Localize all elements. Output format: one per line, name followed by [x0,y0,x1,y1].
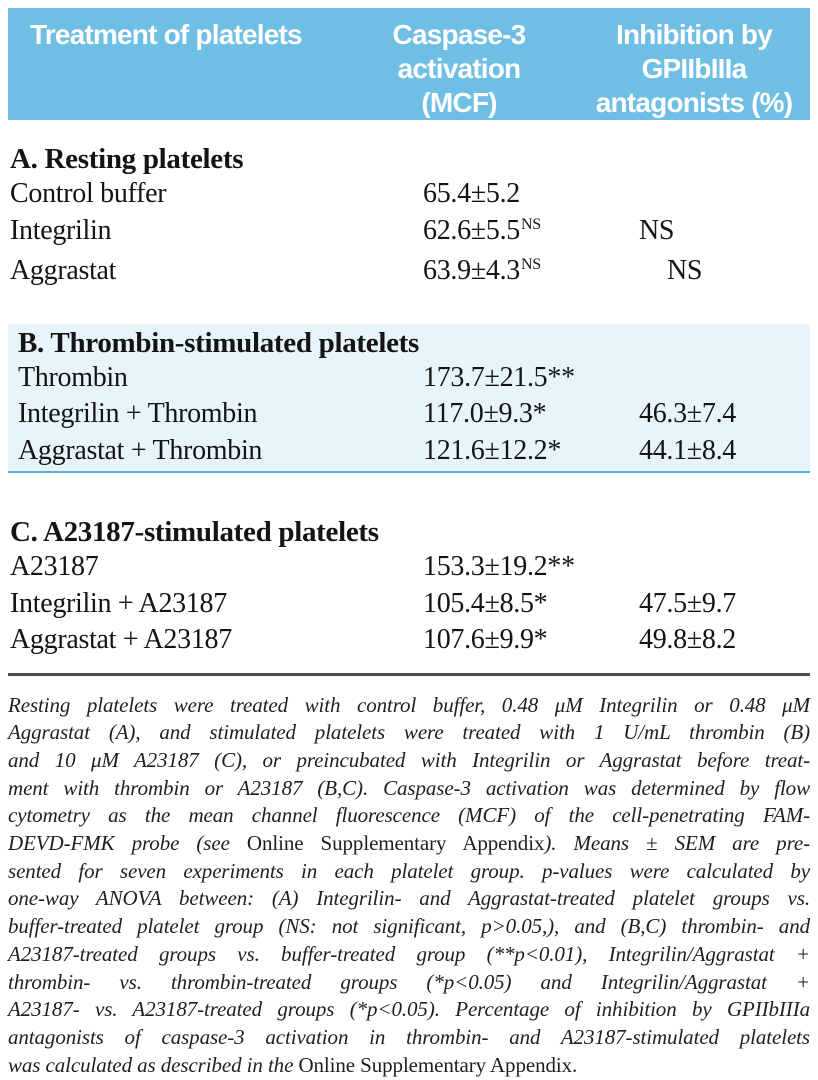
footnote-segment: one-way ANOVA between: (A) Integrilin- a… [8,886,810,911]
table-body: A. Resting platelets Control buffer 65.4±5… [8,142,810,659]
inhibition-value: 44.1±8.4 [639,434,736,466]
row-label: Integrilin + A23187 [10,587,227,619]
inhibition-value: 49.8±8.2 [639,624,736,655]
mcf-value: 153.3±19.2** [423,551,575,582]
footnote-line: A23187- vs. A23187-treated groups (*p<0.… [8,996,810,1024]
section-a: A. Resting platelets Control buffer 65.4±5… [8,142,810,294]
section-title: A. Resting platelets [10,143,244,175]
footnote-segment: A23187- vs. A23187-treated groups (*p<0.… [8,997,810,1022]
footnote-segment: cytometry as the mean channel fluorescen… [8,803,810,828]
row-label: Aggrastat + A23187 [10,624,232,655]
table-row: Thrombin 173.7±21.5** [8,360,810,397]
footnote-line: one-way ANOVA between: (A) Integrilin- a… [8,885,810,913]
footnote-segment: DEVD-FMK probe (see [8,831,247,856]
section-title: C. A23187-stimulated platelets [10,516,379,548]
footnote-line: Resting platelets were treated with cont… [8,692,810,720]
inhibition-value [639,176,810,213]
table-header: Treatment of platelets Caspase-3 activat… [8,8,810,120]
footnote-line: DEVD-FMK probe (see Online Supplementary… [8,830,810,858]
footnote-segment: and 10 μM A23187 (C), or preincubated wi… [8,747,810,772]
mcf-value: 63.9±4.3NS [423,255,541,286]
footnote-segment: Online Supplementary Appendix. [298,1052,578,1077]
row-label: Control buffer [10,178,167,209]
header-col-caspase: Caspase-3 activation (MCF) [340,18,578,120]
row-label: Aggrastat [10,255,117,286]
footnote-line: A23187-treated groups vs. buffer-treated… [8,941,810,969]
footnote-line: thrombin- vs. thrombin-treated groups (*… [8,969,810,997]
row-label: Aggrastat + Thrombin [18,434,263,466]
header-caspase-line2: (MCF) [421,87,497,118]
inhibition-value: 46.3±7.4 [639,398,736,429]
footnote-line: buffer-treated platelet group (NS: not s… [8,913,810,941]
footnote-segment: Aggrastat (A), and stimulated platelets … [8,720,810,745]
inhibition-value: 47.5±9.7 [639,587,736,619]
divider-rule [8,672,810,676]
footnote-segment: buffer-treated platelet group (NS: not s… [8,914,810,939]
footnote-line: antagonists of caspase-3 activation in t… [8,1024,810,1052]
mcf-value: 117.0±9.3* [423,398,547,429]
footnote-segment: ). Means ± SEM are pre- [544,831,810,856]
footnote-segment: was calculated as described in the [8,1052,299,1077]
header-inhibition-line2: GPIIbIIIa [641,53,748,84]
row-label: Integrilin [10,214,112,246]
mcf-value: 173.7±21.5** [423,361,575,393]
footnote-segment: thrombin- vs. thrombin-treated groups (*… [8,969,810,994]
inhibition-value [639,360,810,397]
footnote-segment: sented for seven experiments in each pla… [8,858,810,883]
footnote-line: cytometry as the mean channel fluorescen… [8,802,810,830]
table-footnote: Resting platelets were treated with cont… [8,692,810,1080]
table-row: A23187 153.3±19.2** [8,549,810,586]
table-row: Integrilin + Thrombin 117.0±9.3* 46.3±7.4 [8,396,810,433]
inhibition-value: NS [639,214,675,246]
mcf-value: 62.6±5.5NS [423,214,541,246]
mcf-value: 121.6±12.2* [423,434,562,466]
section-b: B. Thrombin-stimulated platelets Thrombin… [8,323,810,473]
table-row: Aggrastat + A23187 107.6±9.9* 49.8±8.2 [8,622,810,659]
mcf-superscript: NS [520,215,541,233]
table-row: Aggrastat 63.9±4.3NS NS [8,253,810,294]
table-row: Integrilin 62.6±5.5NS NS [8,213,810,254]
header-col-treatment: Treatment of platelets [30,19,303,50]
row-label: Integrilin + Thrombin [18,398,258,429]
table-row: Control buffer 65.4±5.2 [8,176,810,213]
inhibition-value: NS [667,255,703,286]
footnote-segment: antagonists of caspase-3 activation in t… [8,1024,810,1049]
footnote-line: and 10 μM A23187 (C), or preincubated wi… [8,747,810,775]
header-caspase-line1: Caspase-3 activation [392,19,527,84]
footnote-segment: A23187-treated groups vs. buffer-treated… [8,941,810,966]
section-title: B. Thrombin-stimulated platelets [18,326,420,359]
row-label: Thrombin [18,361,128,393]
footnote-line: Aggrastat (A), and stimulated platelets … [8,719,810,747]
footnote-segment: Resting platelets were treated with cont… [8,692,810,717]
inhibition-value [639,549,810,586]
header-inhibition-line3: antagonists (%) [595,87,793,118]
footnote-line: was calculated as described in the Onlin… [8,1052,810,1080]
header-col-inhibition: Inhibition by GPIIbIIIa antagonists (%) [578,18,810,120]
header-inhibition-line1: Inhibition by [615,19,773,50]
footnote-line: sented for seven experiments in each pla… [8,858,810,886]
mcf-value: 105.4±8.5* [423,587,548,619]
section-c: C. A23187-stimulated platelets A23187 153.… [8,515,810,659]
row-label: A23187 [10,551,99,582]
footnote-segment: Online Supplementary Appendix [246,831,545,856]
mcf-superscript: NS [520,256,541,273]
mcf-value: 65.4±5.2 [423,178,520,209]
footnote-line: ment with thrombin or A23187 (B,C). Casp… [8,775,810,803]
table-row: Integrilin + A23187 105.4±8.5* 47.5±9.7 [8,586,810,623]
mcf-value: 107.6±9.9* [423,624,548,655]
footnote-segment: ment with thrombin or A23187 (B,C). Casp… [8,775,810,800]
table-row: Aggrastat + Thrombin 121.6±12.2* 44.1±8.4 [8,433,810,470]
